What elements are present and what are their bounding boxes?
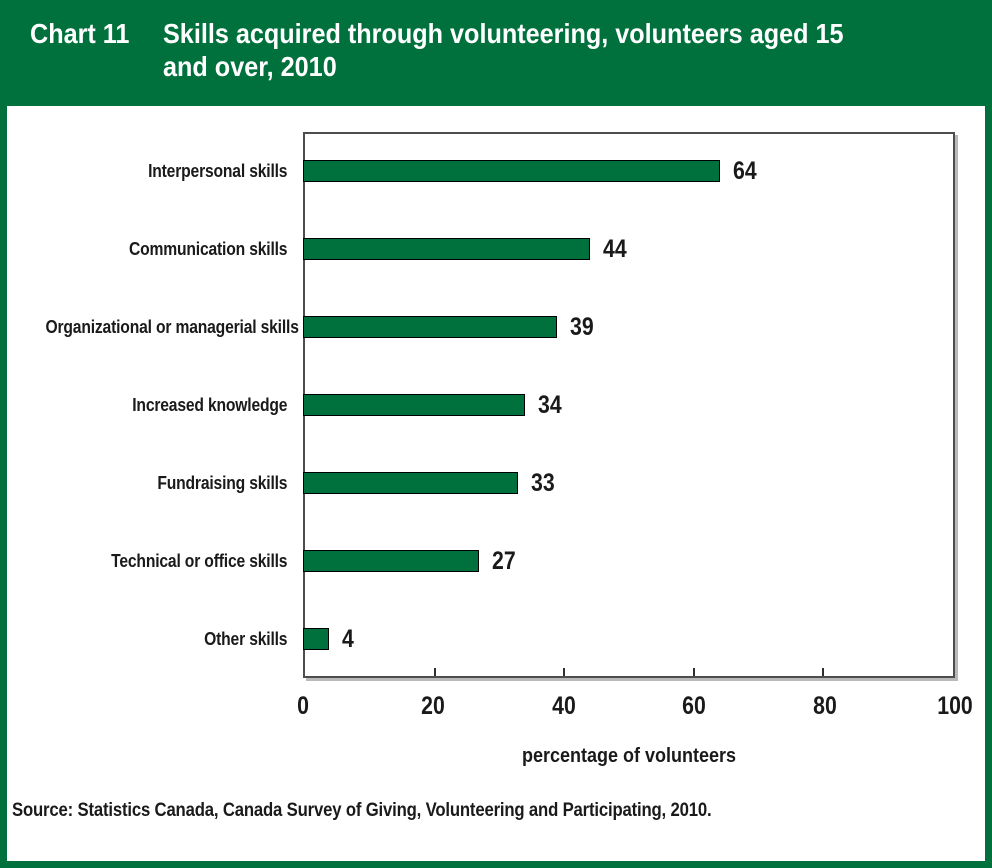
value-label: 44 xyxy=(602,234,627,263)
chart-header: Chart 11 Skills acquired through volunte… xyxy=(0,0,992,106)
bar-row: Organizational or managerial skills 39 xyxy=(7,288,955,366)
bar-row: Technical or office skills 27 xyxy=(7,522,955,600)
bar-zone: 4 xyxy=(303,600,955,678)
value-label: 34 xyxy=(537,390,562,419)
bar-row: Other skills 4 xyxy=(7,600,955,678)
bar-zone: 33 xyxy=(303,444,955,522)
bar-zone: 64 xyxy=(303,132,955,210)
chart-number-label: Chart 11 xyxy=(30,18,130,49)
bar-row: Increased knowledge 34 xyxy=(7,366,955,444)
x-axis-tick-mark xyxy=(692,668,695,676)
x-tick-label: 100 xyxy=(937,692,973,720)
bar xyxy=(303,238,590,260)
x-tick-label: 20 xyxy=(421,692,446,720)
category-label: Organizational or managerial skills xyxy=(45,316,299,337)
x-tick-label: 0 xyxy=(297,692,309,720)
category-label: Other skills xyxy=(204,628,288,649)
category-label: Increased knowledge xyxy=(132,394,288,415)
bar xyxy=(303,160,721,182)
x-axis-tick-mark xyxy=(563,668,566,676)
x-tick-label: 40 xyxy=(551,692,576,720)
value-label: 39 xyxy=(570,312,594,341)
category-label: Fundraising skills xyxy=(157,472,288,493)
bar-row: Interpersonal skills 64 xyxy=(7,132,955,210)
bar-row: Fundraising skills 33 xyxy=(7,444,955,522)
chart-body: Interpersonal skills 64 Communication sk… xyxy=(7,106,985,861)
bar-zone: 39 xyxy=(303,288,955,366)
value-label: 27 xyxy=(492,546,516,575)
x-axis-title: percentage of volunteers xyxy=(521,745,737,767)
bar xyxy=(303,316,558,338)
bar xyxy=(303,472,519,494)
chart-title-line2: and over, 2010 xyxy=(163,51,337,82)
category-label: Communication skills xyxy=(128,238,288,259)
x-axis-tick-labels: 0 20 40 60 80 100 xyxy=(297,692,973,722)
x-axis-tick-mark xyxy=(433,668,436,676)
category-label: Interpersonal skills xyxy=(148,160,288,181)
source-note: Source: Statistics Canada, Canada Survey… xyxy=(12,800,712,821)
value-label: 64 xyxy=(733,156,757,185)
x-tick-label: 80 xyxy=(812,692,837,720)
bar-zone: 44 xyxy=(303,210,955,288)
value-label: 4 xyxy=(342,624,354,653)
x-tick-label: 60 xyxy=(682,692,707,720)
chart-title: Skills acquired through volunteering, vo… xyxy=(163,17,919,83)
bar-rows: Interpersonal skills 64 Communication sk… xyxy=(7,132,955,678)
category-label: Technical or office skills xyxy=(111,550,288,571)
value-label: 33 xyxy=(531,468,555,497)
bar xyxy=(303,550,480,572)
chart-title-line1: Skills acquired through volunteering, vo… xyxy=(163,18,844,49)
bar-zone: 34 xyxy=(303,366,955,444)
bar xyxy=(303,628,330,650)
bar-row: Communication skills 44 xyxy=(7,210,955,288)
bar xyxy=(303,394,525,416)
x-axis-tick-mark xyxy=(822,668,825,676)
bar-zone: 27 xyxy=(303,522,955,600)
